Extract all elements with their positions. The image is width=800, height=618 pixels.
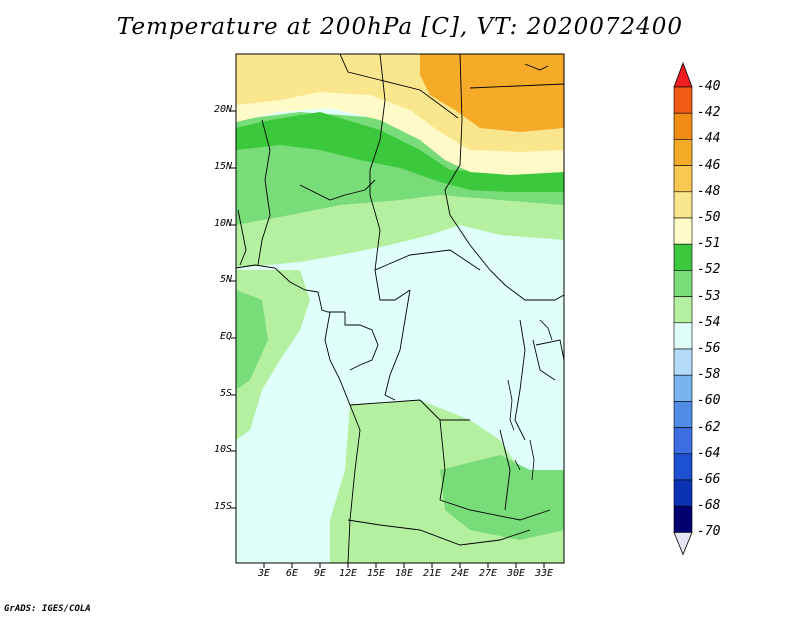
lat-label-eq: EQ <box>219 331 232 342</box>
map-frame <box>235 53 565 564</box>
chart-title: Temperature at 200hPa [C], VT: 202007240… <box>116 14 684 40</box>
colorbar-label: -60 <box>697 393 721 409</box>
colorbar-box <box>673 139 693 166</box>
colorbar-label: -62 <box>697 419 721 435</box>
lat-label-15s: 15S <box>213 501 232 512</box>
lon-label-30e: 30E <box>506 568 526 579</box>
colorbar-label: -51 <box>697 236 721 252</box>
lon-label-3e: 3E <box>257 568 271 579</box>
colorbar-box <box>673 427 693 455</box>
grads-credit: GrADS: IGES/COLA <box>4 604 91 614</box>
colorbar-label: -68 <box>697 498 721 514</box>
lon-label-6e: 6E <box>285 568 299 579</box>
contour-52-southeast <box>440 455 564 540</box>
colorbar-box <box>673 401 693 428</box>
lon-label-21e: 21E <box>422 568 442 579</box>
colorbar-label: -48 <box>697 183 721 199</box>
colorbar-box <box>673 348 693 376</box>
colorbar-label: -58 <box>697 367 721 383</box>
lat-label-20n: 20N <box>213 104 232 115</box>
colorbar-box <box>673 86 693 114</box>
lon-label-24e: 24E <box>450 568 470 579</box>
colorbar-box <box>673 112 693 140</box>
colorbar-label: -54 <box>697 314 721 330</box>
colorbar-label: -46 <box>697 157 721 173</box>
lon-label-12e: 12E <box>338 568 358 579</box>
colorbar-box <box>673 453 693 481</box>
contour-46-blob <box>420 54 564 132</box>
lat-label-10n: 10N <box>213 218 232 229</box>
colorbar-box <box>673 270 693 297</box>
lat-label-5s: 5S <box>219 388 232 399</box>
lat-label-10s: 10S <box>213 444 232 455</box>
lat-label-5n: 5N <box>219 274 232 285</box>
colorbar-label: -66 <box>697 472 721 487</box>
colorbar-box <box>673 296 693 324</box>
lon-label-27e: 27E <box>478 568 498 579</box>
colorbar-label: -42 <box>697 105 721 121</box>
colorbar-box <box>673 374 693 402</box>
lon-ticks <box>263 563 545 568</box>
colorbar-label: -44 <box>697 131 721 147</box>
colorbar-box <box>673 322 693 350</box>
lon-label-15e: 15E <box>366 568 386 579</box>
colorbar-box <box>673 165 693 193</box>
lakes <box>507 319 553 481</box>
colorbar-box <box>673 505 693 533</box>
contour-52-west <box>236 290 268 390</box>
lon-label-18e: 18E <box>394 568 414 579</box>
colorbar-bottom-arrow <box>673 532 693 556</box>
colorbar-label: -53 <box>697 288 721 304</box>
lat-label-15n: 15N <box>213 161 232 172</box>
colorbar-label: -50 <box>697 210 721 225</box>
colorbar-box <box>673 191 693 219</box>
colorbar-top-arrow <box>673 61 693 88</box>
colorbar-label: -52 <box>697 262 721 278</box>
colorbar-label: -40 <box>697 79 721 94</box>
temperature-field <box>236 54 564 563</box>
country-borders <box>236 54 564 563</box>
colorbar-label: -70 <box>697 524 721 540</box>
colorbar-label: -64 <box>697 445 721 461</box>
lat-ticks <box>231 110 236 509</box>
colorbar-box <box>673 479 693 507</box>
colorbar-box <box>673 217 693 245</box>
lon-label-33e: 33E <box>534 568 554 579</box>
colorbar-box <box>673 243 693 271</box>
colorbar-label: -56 <box>697 341 721 356</box>
lon-label-9e: 9E <box>313 568 327 579</box>
